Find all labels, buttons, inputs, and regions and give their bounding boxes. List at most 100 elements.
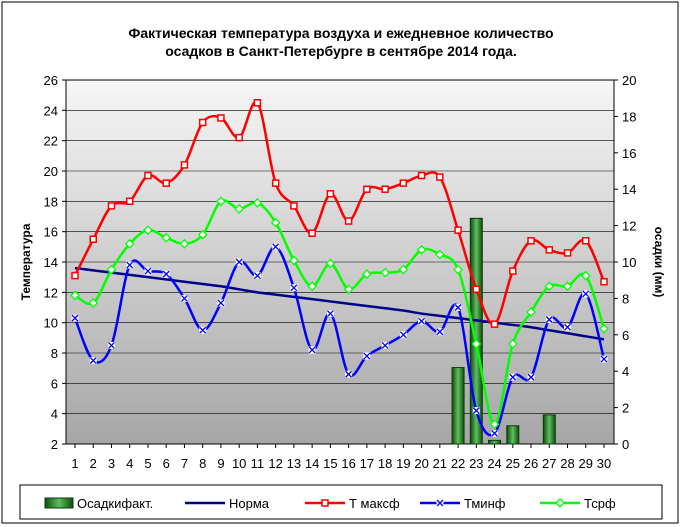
point-tavg-day-7 [179,238,190,249]
y-left-tick-label: 22 [44,134,58,149]
point-tmax-day-3 [107,202,116,210]
x-tick-label: 14 [305,456,319,471]
point-tavg-day-9 [216,196,226,207]
point-tmax-day-5 [144,171,152,180]
legend-label-precip: Осадкифакт. [77,496,153,511]
point-tmax-day-19 [399,179,408,187]
y-left-tick-label: 26 [44,73,58,88]
legend-item-tmax: Т максф [305,496,400,511]
y-left-tick-label: 12 [44,285,58,300]
y-right-tick-label: 18 [622,109,636,124]
point-tmin-day-12 [272,243,280,251]
point-tmin-day-16 [345,370,353,378]
y-right-tick-label: 4 [622,364,629,379]
x-tick-label: 23 [469,456,483,471]
point-tmax-day-23 [472,285,481,294]
point-tmin-day-20 [418,317,426,325]
point-tmax-day-17 [363,185,371,193]
precip-bars [451,217,556,445]
x-tick-label: 13 [287,456,301,471]
point-tmin-day-18 [381,341,389,349]
x-tick-label: 18 [378,456,392,471]
point-tmax-day-27 [545,246,554,254]
legend-item-norm: Норма [185,496,270,511]
y-axis-left-label: Температура [19,223,33,300]
point-tmax-day-24 [490,320,499,328]
x-tick-label: 1 [71,456,78,471]
y-right-tick-label: 6 [622,328,629,343]
y-left-tick-label: 16 [44,225,58,240]
legend-marker-tmin [436,499,444,507]
legend-item-precip: Осадкифакт. [44,496,153,511]
point-tmin-day-8 [199,326,207,334]
point-tmin-day-29 [582,290,590,298]
x-axis-ticks: 1 2 3 4 5 6 7 8 9 10 11 12 13 14 15 16 17 18 19 20 21 22 23 24 2… [71,444,611,471]
point-tmin-day-6 [162,270,170,278]
point-tavg-day-8 [197,229,208,240]
point-tavg-day-2 [88,298,99,308]
series-tavg [70,196,609,430]
point-tmax-day-1 [71,271,79,280]
point-tavg-day-30 [599,323,609,334]
point-tavg-day-21 [434,249,445,260]
point-tavg-day-26 [526,307,536,317]
point-tavg-day-16 [343,284,354,295]
legend-item-tmin: Тминф [420,496,506,511]
right-axis-ticks: 0 2 4 6 8 10 12 14 16 18 20 [614,73,636,452]
point-tmax-day-2 [89,235,97,243]
line-norm [74,266,605,341]
y-right-tick-label: 12 [622,219,636,234]
point-tmax-day-13 [290,202,298,210]
point-tavg-day-11 [252,197,263,208]
point-tavg-day-4 [124,238,135,249]
series-norm [74,266,605,341]
point-tavg-day-5 [143,225,153,236]
y-right-tick-label: 10 [622,255,636,270]
x-tick-label: 28 [560,456,574,471]
x-tick-label: 2 [90,456,97,471]
point-tmin-day-2 [89,357,97,365]
series-tmin [71,243,608,437]
point-tavg-day-27 [544,281,555,292]
y-right-tick-label: 16 [622,146,636,161]
x-tick-label: 9 [217,456,224,471]
legend-item-tavg: Тсрф [540,496,616,511]
point-tavg-day-25 [507,338,518,349]
point-tmin-day-26 [527,373,535,381]
legend: Осадкифакт. Норма Т максф Тминф Тсрф [44,496,616,511]
point-tmin-day-21 [436,328,444,336]
precip-bar-day-25 [506,425,520,445]
x-tick-label: 12 [268,456,282,471]
point-tmax-day-4 [125,197,134,206]
precip-bar-day-24 [488,439,502,445]
y-left-tick-label: 20 [44,164,58,179]
point-tmax-day-14 [308,229,316,237]
point-tmin-day-30 [600,355,608,363]
point-tmax-day-10 [235,133,243,142]
point-tmin-day-28 [564,323,571,331]
point-tmin-day-7 [180,294,188,302]
point-tmax-day-29 [582,237,590,245]
point-tmin-day-19 [399,331,407,339]
point-tmin-day-27 [545,316,553,324]
y-right-tick-label: 20 [622,73,636,88]
y-right-tick-label: 14 [622,182,636,197]
legend-marker-tavg [555,498,565,508]
legend-label-tmax: Т максф [349,496,400,511]
y-right-tick-label: 8 [622,291,629,306]
point-tmin-day-25 [509,373,517,381]
point-tmax-day-26 [527,237,535,245]
point-tavg-day-24 [489,419,500,430]
point-tmax-day-22 [454,226,462,234]
chart-title-line1: Фактическая температура воздуха и ежедне… [128,25,553,41]
point-tavg-day-22 [453,264,463,275]
x-tick-label: 17 [360,456,374,471]
point-tmin-day-22 [454,304,462,311]
y-right-tick-label: 2 [622,401,629,416]
y-left-tick-label: 24 [44,103,58,118]
point-tmax-day-7 [180,161,189,169]
x-tick-label: 8 [199,456,206,471]
series-lines [70,99,609,437]
